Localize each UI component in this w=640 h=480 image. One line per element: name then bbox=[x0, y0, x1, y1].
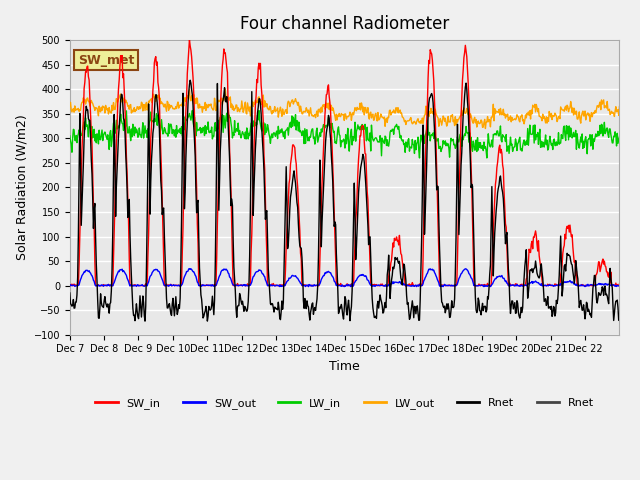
Title: Four channel Radiometer: Four channel Radiometer bbox=[240, 15, 449, 33]
Y-axis label: Solar Radiation (W/m2): Solar Radiation (W/m2) bbox=[15, 115, 28, 260]
Legend: SW_in, SW_out, LW_in, LW_out, Rnet, Rnet: SW_in, SW_out, LW_in, LW_out, Rnet, Rnet bbox=[91, 393, 598, 413]
Text: SW_met: SW_met bbox=[78, 54, 134, 67]
X-axis label: Time: Time bbox=[329, 360, 360, 373]
